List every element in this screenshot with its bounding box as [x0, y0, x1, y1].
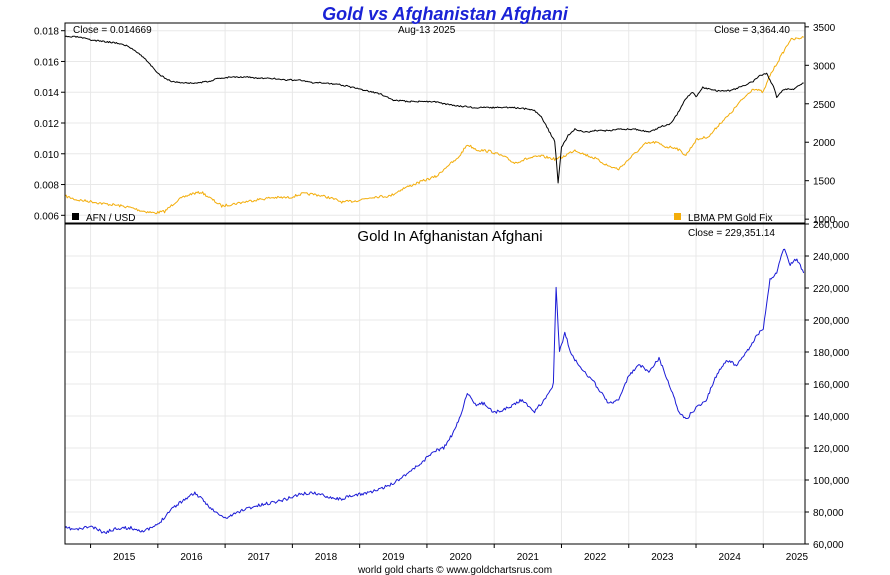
left-axis-tick-label: 0.012	[34, 119, 59, 130]
chart-title: Gold vs Afghanistan Afghani	[322, 4, 569, 24]
left-axis-tick-label: 0.010	[34, 150, 59, 161]
x-tick-label: 2018	[315, 552, 338, 563]
bottom-right-axis-tick-label: 200,000	[813, 316, 850, 327]
x-tick-label: 2024	[719, 552, 742, 563]
bottom-right-axis-tick-label: 160,000	[813, 380, 850, 391]
x-tick-label: 2019	[382, 552, 405, 563]
afn-close-label: Close = 0.014669	[73, 25, 152, 36]
date-label: Aug-13 2025	[398, 25, 456, 36]
afn-usd-line	[64, 35, 804, 184]
afn-gold-close-label: Close = 229,351.14	[688, 228, 775, 239]
x-tick-label: 2020	[449, 552, 472, 563]
legend-swatch-afn	[72, 213, 79, 220]
right-axis-tick-label: 1500	[813, 177, 836, 188]
bottom-chart-title: Gold In Afghanistan Afghani	[357, 228, 542, 245]
x-tick-label: 2022	[584, 552, 607, 563]
right-axis-tick-label: 2000	[813, 138, 836, 149]
x-tick-label: 2015	[113, 552, 136, 563]
bottom-right-axis-tick-label: 140,000	[813, 412, 850, 423]
series-layer	[64, 35, 805, 534]
right-axis-tick-label: 2500	[813, 100, 836, 111]
right-axis-tick-label: 3000	[813, 61, 836, 72]
bottom-right-axis-tick-label: 180,000	[813, 348, 850, 359]
x-tick-label: 2021	[517, 552, 540, 563]
footer-credit: world gold charts © www.goldchartsrus.co…	[357, 565, 552, 575]
grid-layer	[65, 23, 805, 545]
bottom-right-axis-tick-label: 100,000	[813, 476, 850, 487]
x-tick-label: 2023	[651, 552, 674, 563]
gold-price-line	[64, 36, 804, 215]
right-axis-tick-label: 3500	[813, 23, 836, 34]
legend-swatch-gold	[674, 213, 681, 220]
axis-layer: 2015 2016 2017 2018 2019 2020 2021 2022 2023 2024…	[34, 23, 850, 563]
bottom-right-axis-tick-label: 120,000	[813, 444, 850, 455]
x-tick-label: 2016	[180, 552, 203, 563]
left-axis-tick-label: 0.018	[34, 27, 59, 38]
bottom-right-axis-tick-label: 260,000	[813, 220, 850, 231]
x-tick-label: 2025	[786, 552, 809, 563]
bottom-right-axis-tick-label: 220,000	[813, 284, 850, 295]
gold-close-label: Close = 3,364.40	[714, 25, 790, 36]
bottom-right-axis-tick-label: 240,000	[813, 252, 850, 263]
left-axis-tick-label: 0.006	[34, 211, 59, 222]
left-axis-tick-label: 0.008	[34, 181, 59, 192]
left-axis-tick-label: 0.014	[34, 88, 59, 99]
legend-label-afn: AFN / USD	[86, 213, 135, 224]
bottom-right-axis-tick-label: 80,000	[813, 508, 844, 519]
legend-label-gold: LBMA PM Gold Fix	[688, 213, 772, 224]
right-axis-tick-label: 1000	[813, 215, 836, 226]
bottom-right-axis-tick-label: 60,000	[813, 540, 844, 551]
gold-in-afn-line	[64, 248, 805, 534]
left-axis-tick-label: 0.016	[34, 57, 59, 68]
x-tick-label: 2017	[248, 552, 271, 563]
